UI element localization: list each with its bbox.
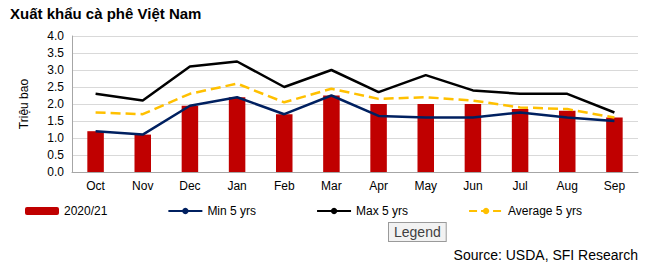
- svg-text:Jul: Jul: [512, 179, 527, 193]
- svg-text:Mar: Mar: [321, 179, 342, 193]
- svg-text:Average 5 yrs: Average 5 yrs: [508, 204, 582, 218]
- svg-text:4.0: 4.0: [47, 29, 64, 43]
- svg-text:2020/21: 2020/21: [64, 204, 108, 218]
- svg-text:Triệu bao: Triệu bao: [17, 79, 31, 130]
- svg-text:Jan: Jan: [227, 179, 246, 193]
- svg-text:3.0: 3.0: [47, 63, 64, 77]
- svg-text:May: May: [414, 179, 437, 193]
- svg-text:1.5: 1.5: [47, 114, 64, 128]
- svg-text:Legend: Legend: [394, 224, 441, 240]
- svg-text:Feb: Feb: [274, 179, 295, 193]
- svg-text:Aug: Aug: [557, 179, 578, 193]
- svg-text:Dec: Dec: [179, 179, 200, 193]
- svg-text:2.0: 2.0: [47, 97, 64, 111]
- svg-text:Min 5 yrs: Min 5 yrs: [207, 204, 256, 218]
- svg-text:Max 5 yrs: Max 5 yrs: [356, 204, 408, 218]
- svg-text:Apr: Apr: [369, 179, 388, 193]
- svg-text:Xuất khẩu cà phê Việt Nam: Xuất khẩu cà phê Việt Nam: [10, 5, 201, 22]
- svg-text:0.5: 0.5: [47, 148, 64, 162]
- svg-text:Oct: Oct: [86, 179, 105, 193]
- svg-text:1.0: 1.0: [47, 131, 64, 145]
- svg-text:Sep: Sep: [604, 179, 626, 193]
- svg-text:Source: USDA, SFI Research: Source: USDA, SFI Research: [454, 247, 638, 263]
- svg-text:3.5: 3.5: [47, 46, 64, 60]
- svg-text:Jun: Jun: [463, 179, 482, 193]
- svg-text:Nov: Nov: [132, 179, 153, 193]
- svg-text:0.0: 0.0: [47, 165, 64, 179]
- svg-text:2.5: 2.5: [47, 80, 64, 94]
